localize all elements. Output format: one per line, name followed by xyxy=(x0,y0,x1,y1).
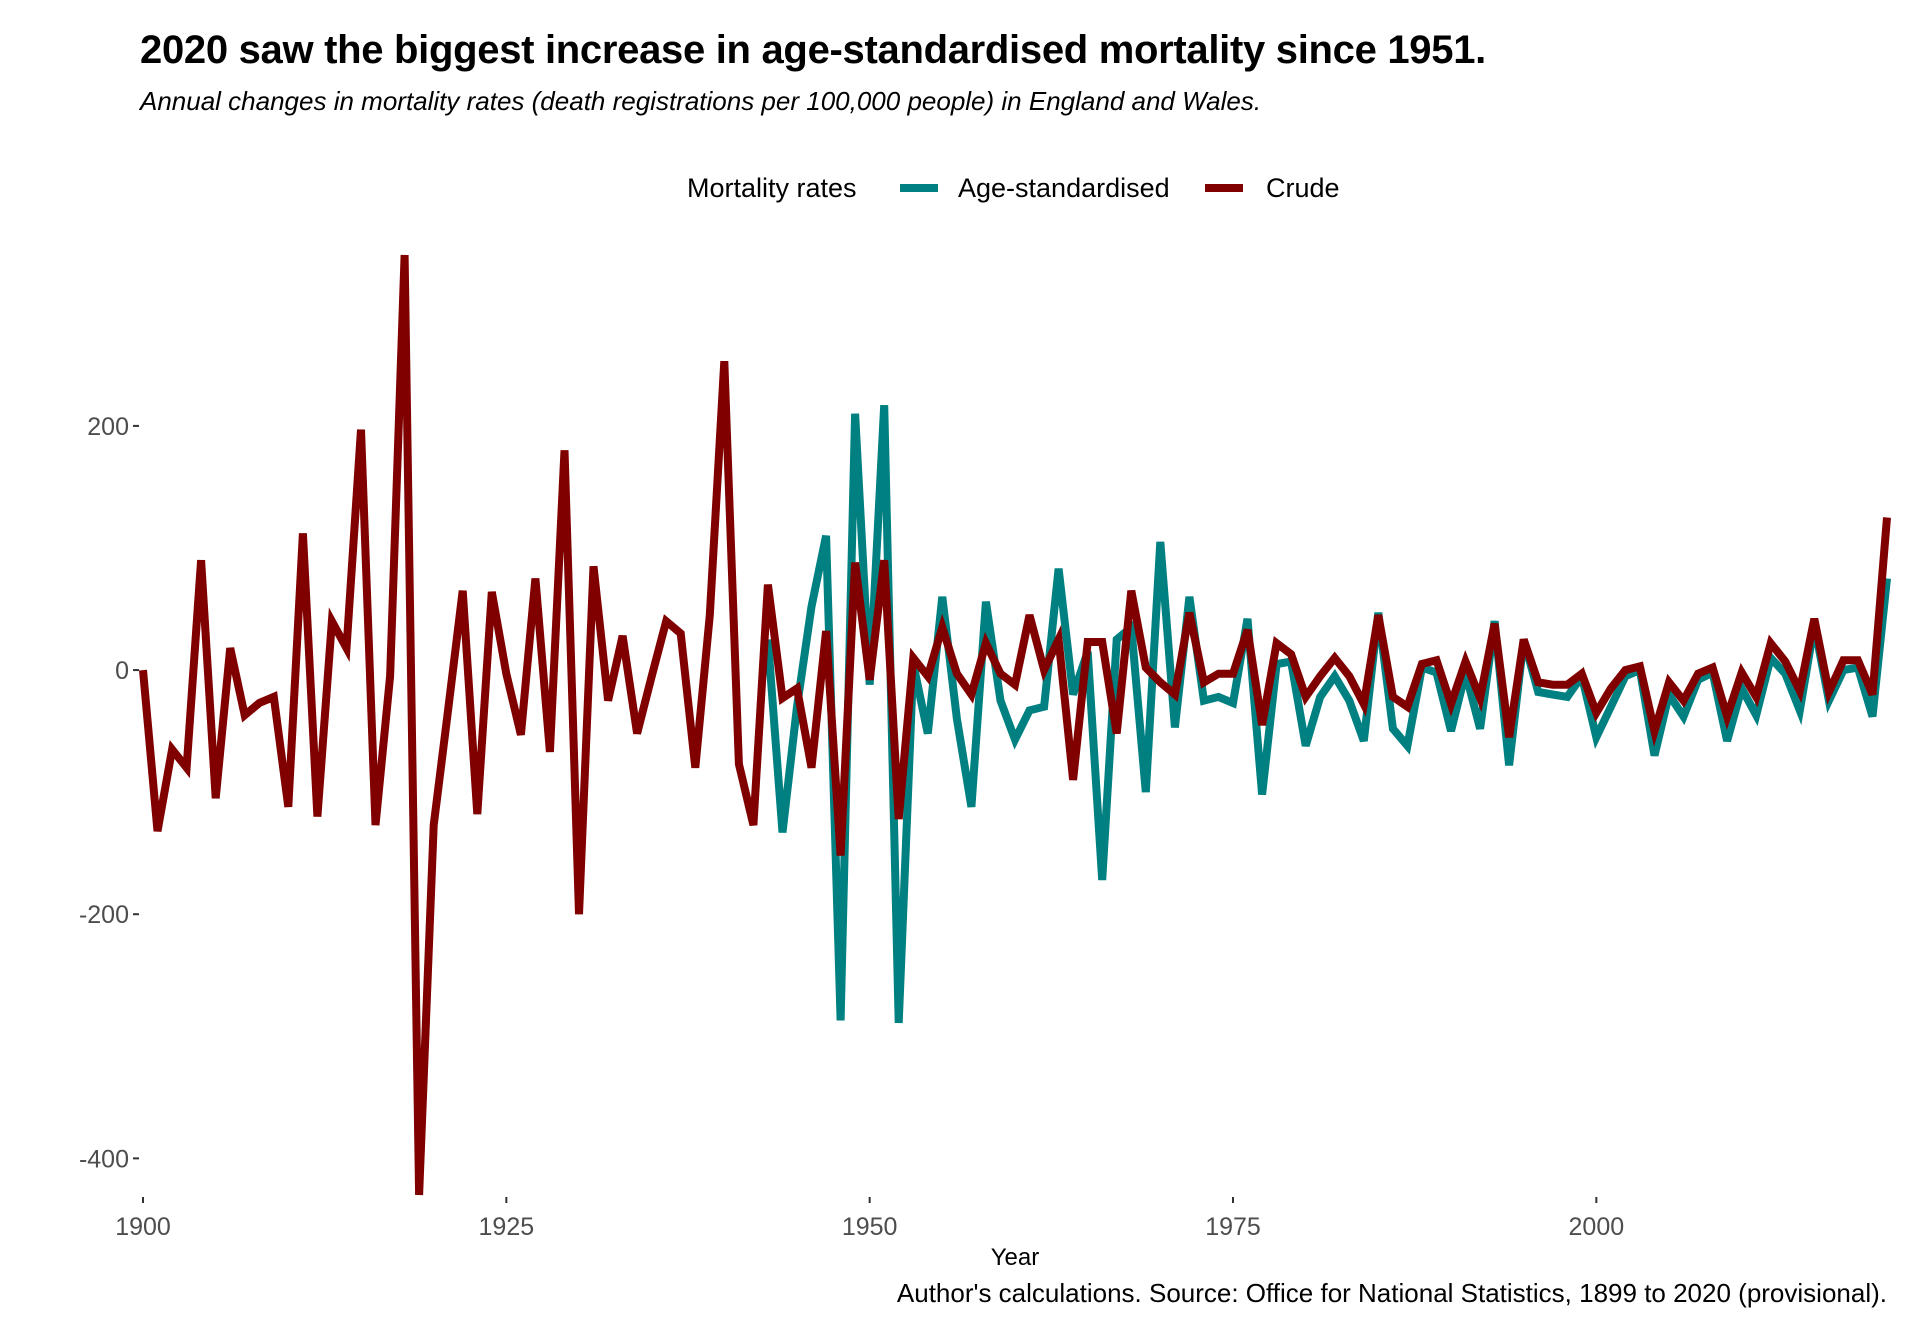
chart-subtitle: Annual changes in mortality rates (death… xyxy=(140,86,1262,116)
axes: -400 -200 0 200 1900 1925 1950 1975 2000 xyxy=(79,413,1624,1241)
x-tick-label: 1900 xyxy=(115,1213,171,1241)
legend-label-crude: Crude xyxy=(1266,173,1340,203)
x-tick-label: 2000 xyxy=(1569,1213,1625,1241)
y-tick-label: 0 xyxy=(115,657,129,685)
y-tick-label: -400 xyxy=(79,1145,129,1173)
series-line-crude xyxy=(139,254,1891,1196)
y-tick-label: 200 xyxy=(87,413,129,441)
legend: Mortality rates Age-standardised Crude xyxy=(687,173,1340,203)
legend-title: Mortality rates xyxy=(687,173,857,203)
series-line-age-standardised xyxy=(763,404,1891,1024)
x-axis-title: Year xyxy=(991,1244,1040,1271)
x-tick-label: 1925 xyxy=(479,1213,535,1241)
chart-title: 2020 saw the biggest increase in age-sta… xyxy=(140,28,1486,72)
source-caption: Author's calculations. Source: Office fo… xyxy=(896,1278,1887,1308)
legend-label-age-standardised: Age-standardised xyxy=(958,173,1170,203)
plot-lines xyxy=(139,254,1891,1196)
x-tick-label: 1950 xyxy=(842,1213,898,1241)
x-tick-label: 1975 xyxy=(1205,1213,1261,1241)
y-tick-label: -200 xyxy=(79,901,129,929)
